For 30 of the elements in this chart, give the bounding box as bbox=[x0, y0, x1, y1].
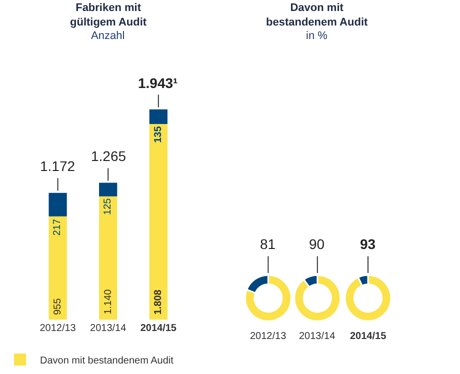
text: 81 bbox=[260, 236, 276, 252]
donut-slice bbox=[344, 274, 392, 322]
total-label: 1.265 bbox=[91, 148, 126, 164]
text: 2013/14 bbox=[299, 331, 336, 342]
chart-title: Davon mit bestandenem Audit bbox=[266, 2, 368, 28]
bar bbox=[48, 192, 67, 216]
x-tick-label: 2013/14 bbox=[90, 322, 127, 334]
x-tick-label: 2014/15 bbox=[140, 322, 177, 334]
total-label: 1.172 bbox=[40, 158, 76, 174]
chart-title: Fabriken mit gültigem Audit bbox=[70, 2, 147, 28]
total-label: 1.943¹ bbox=[138, 75, 178, 91]
legend-label: Davon mit bestandenem Audit bbox=[40, 355, 174, 366]
data-label: 1.808 bbox=[153, 289, 164, 315]
text: 2014/15 bbox=[350, 331, 387, 342]
data-label: 135 bbox=[152, 126, 164, 143]
chart-subtitle: in % bbox=[306, 30, 328, 42]
x-tick-label: 2012/13 bbox=[40, 322, 76, 334]
chart-subtitle: Anzahl bbox=[91, 30, 125, 42]
bar bbox=[149, 124, 168, 320]
bar bbox=[149, 109, 168, 124]
data-label: 217 bbox=[52, 218, 63, 236]
text: 2012/13 bbox=[250, 331, 287, 342]
text: 93 bbox=[360, 236, 376, 252]
data-label: 125 bbox=[102, 198, 114, 215]
data-label: 1.140 bbox=[102, 288, 114, 314]
text: 90 bbox=[309, 236, 325, 252]
bar bbox=[99, 182, 118, 196]
bar bbox=[99, 196, 118, 320]
bar bbox=[48, 216, 67, 320]
data-label: 955 bbox=[52, 298, 64, 316]
